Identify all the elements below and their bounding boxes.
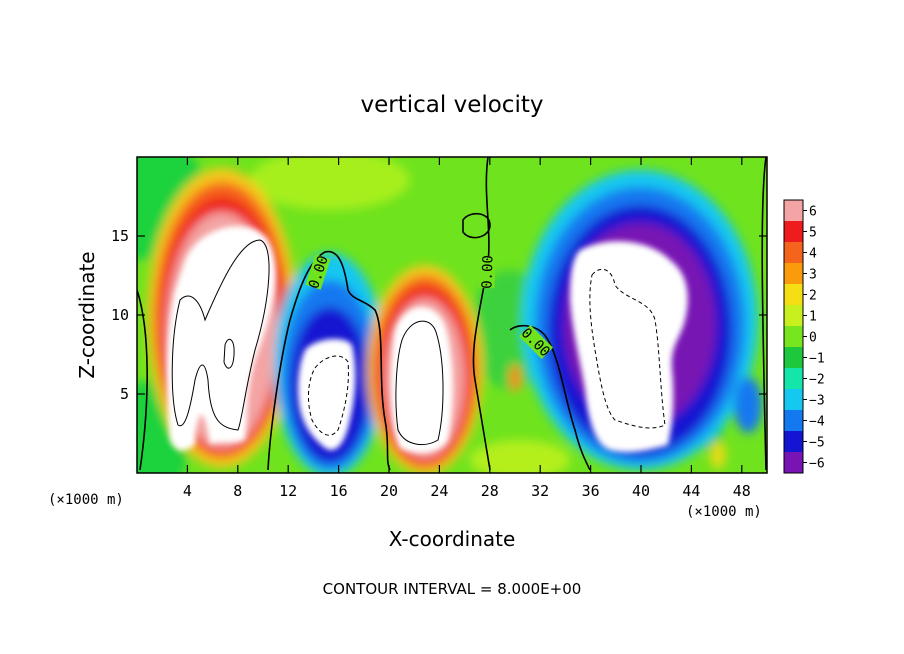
colorbar-tick-label: −5 bbox=[809, 436, 825, 451]
x-tick-label: 32 bbox=[531, 482, 549, 500]
updraft-1-core bbox=[166, 226, 276, 451]
x-unit-label-right: (×1000 m) bbox=[686, 504, 762, 520]
x-tick-label: 44 bbox=[682, 482, 700, 500]
colorbar-tick-label: 6 bbox=[809, 205, 817, 220]
colorbar-swatch bbox=[784, 305, 803, 327]
contour-negative-line bbox=[589, 268, 666, 429]
colorbar-swatch bbox=[784, 221, 803, 243]
colorbar-tick-label: 0 bbox=[809, 331, 817, 346]
contour-zero-line bbox=[761, 157, 767, 471]
colorbar-swatch bbox=[784, 200, 803, 222]
x-tick-label: 28 bbox=[481, 482, 499, 500]
x-unit-label-left: (×1000 m) bbox=[48, 492, 124, 508]
contour-zero-line bbox=[472, 157, 491, 471]
contour-interval-note: CONTOUR INTERVAL = 8.000E+00 bbox=[323, 580, 582, 598]
chart-title: vertical velocity bbox=[361, 92, 544, 118]
colorbar-swatch bbox=[784, 284, 803, 306]
contour-zero-line bbox=[267, 250, 391, 471]
x-tick-label: 40 bbox=[632, 482, 650, 500]
contour-zero-line bbox=[462, 212, 491, 239]
x-tick-label: 20 bbox=[380, 482, 398, 500]
colorbar-swatch bbox=[784, 410, 803, 432]
downdraft-3-blue bbox=[734, 377, 762, 433]
contour-lines bbox=[137, 157, 767, 471]
downdraft-2-core bbox=[570, 241, 688, 453]
x-tick-label: 48 bbox=[733, 482, 751, 500]
contour-positive-line bbox=[223, 338, 235, 369]
x-tick-label: 8 bbox=[233, 482, 242, 500]
field-patch-lime bbox=[250, 157, 410, 210]
y-tick-label: 10 bbox=[111, 306, 129, 324]
x-tick-label: 16 bbox=[330, 482, 348, 500]
colorbar-tick-label: 1 bbox=[809, 310, 817, 325]
colorbar-tick-label: −4 bbox=[809, 415, 825, 430]
colorbar-tick-label: 2 bbox=[809, 289, 817, 304]
colorbar-swatch bbox=[784, 263, 803, 285]
y-tick-label: 5 bbox=[120, 385, 129, 403]
colorbar-tick-label: −6 bbox=[809, 457, 825, 472]
x-tick-label: 12 bbox=[279, 482, 297, 500]
colorbar: 6 5 4 3 2 1 0 −1 −2 −3 −4 −5 −6 bbox=[783, 199, 825, 474]
field-patch-lime bbox=[470, 440, 570, 473]
contour-negative-line bbox=[307, 355, 349, 436]
colorbar-swatch bbox=[784, 326, 803, 348]
y-tick-label: 15 bbox=[111, 227, 129, 245]
colorbar-tick-label: 4 bbox=[809, 247, 817, 262]
colorbar-swatch bbox=[784, 452, 803, 474]
field-patch-orange bbox=[509, 364, 521, 392]
y-axis-title: Z-coordinate bbox=[75, 251, 99, 378]
contour-zero-line bbox=[137, 289, 148, 471]
colorbar-swatch bbox=[784, 347, 803, 369]
x-axis-ticks: 4 8 12 16 20 24 28 32 36 40 44 48 bbox=[183, 157, 751, 500]
x-tick-label: 24 bbox=[430, 482, 448, 500]
colorbar-swatch bbox=[784, 368, 803, 390]
contour-label: 0.00 bbox=[479, 255, 496, 289]
contour-positive-line bbox=[395, 320, 444, 446]
contour-label-bg bbox=[478, 255, 496, 289]
colorbar-tick-label: −3 bbox=[809, 394, 825, 409]
contour-positive-line bbox=[171, 239, 270, 431]
y-axis-ticks: 5 10 15 bbox=[111, 227, 767, 403]
updraft-2-core bbox=[390, 306, 453, 453]
x-tick-label: 36 bbox=[582, 482, 600, 500]
field-patch-yellow bbox=[710, 441, 726, 469]
colorbar-tick-label: −1 bbox=[809, 352, 825, 367]
velocity-field bbox=[137, 157, 767, 473]
colorbar-swatch bbox=[784, 242, 803, 264]
x-axis-title: X-coordinate bbox=[389, 527, 516, 551]
colorbar-tick-label: 3 bbox=[809, 268, 817, 283]
colorbar-swatch bbox=[784, 389, 803, 411]
colorbar-tick-label: 5 bbox=[809, 226, 817, 241]
contour-label-bg bbox=[519, 325, 553, 359]
contour-label-bg bbox=[305, 254, 331, 290]
colorbar-swatch bbox=[784, 431, 803, 453]
colorbar-tick-label: −2 bbox=[809, 373, 825, 388]
x-tick-label: 4 bbox=[183, 482, 192, 500]
